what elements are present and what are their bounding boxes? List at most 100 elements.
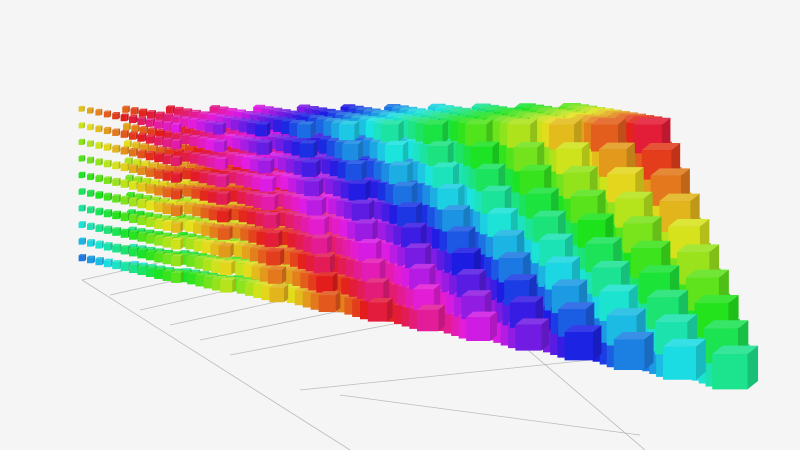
cube-mark[interactable] [120,228,131,238]
cube-mark[interactable] [103,159,112,168]
cube-mark[interactable] [95,141,103,149]
cube-mark[interactable] [309,215,329,235]
cube-mark[interactable] [348,179,371,201]
cube-mark[interactable] [163,113,174,123]
cube-mark[interactable] [316,272,338,293]
cube-mark[interactable] [267,266,287,284]
cube-mark[interactable] [515,318,550,351]
cube-mark[interactable] [129,246,140,257]
cube-mark[interactable] [255,121,271,137]
cube-mark[interactable] [123,122,131,131]
cube-mark[interactable] [216,191,231,205]
cube-mark[interactable] [87,173,95,181]
cube-mark[interactable] [103,192,112,201]
cube-mark[interactable] [78,204,86,212]
cube-mark[interactable] [87,156,94,164]
cube-mark[interactable] [120,195,130,205]
cube-mark[interactable] [87,222,95,230]
cube-mark[interactable] [409,263,436,290]
cube-mark[interactable] [112,243,122,253]
cube-mark[interactable] [95,240,104,249]
cube-mark[interactable] [87,239,95,247]
cube-mark[interactable] [145,118,156,127]
cube-mark[interactable] [95,125,103,133]
cube-mark[interactable] [78,254,87,262]
cube-mark[interactable] [256,139,273,155]
cube-mark[interactable] [137,133,147,142]
cube-mark[interactable] [95,257,104,266]
cube-mark[interactable] [393,181,418,206]
cube-mark[interactable] [112,177,121,186]
cube-mark[interactable] [155,111,165,121]
cube-mark[interactable] [131,124,140,133]
cube-mark[interactable] [112,144,121,153]
cube-mark[interactable] [259,175,277,192]
cube-mark[interactable] [120,179,130,188]
cube-mark[interactable] [442,205,470,232]
cube-mark[interactable] [171,139,182,150]
cube-mark[interactable] [465,119,493,146]
cube-mark[interactable] [381,120,404,143]
cube-mark[interactable] [120,113,129,122]
cube-mark[interactable] [358,238,382,262]
cube-mark[interactable] [78,188,86,195]
cube-mark[interactable] [437,183,465,210]
cube-mark[interactable] [217,225,233,240]
cube-mark[interactable] [123,140,132,148]
cube-mark[interactable] [129,115,138,124]
cube-mark[interactable] [220,277,236,293]
cube-mark[interactable] [103,143,112,151]
cube-mark[interactable] [712,345,759,390]
cube-mark[interactable] [78,171,86,179]
cube-mark[interactable] [215,174,230,188]
cube-mark[interactable] [112,111,120,120]
cube-mark[interactable] [78,221,86,229]
cube-mark[interactable] [129,131,138,140]
cube-mark[interactable] [171,237,184,250]
cube-mark[interactable] [213,139,227,153]
cube-mark[interactable] [299,140,318,158]
cube-mark[interactable] [87,140,94,147]
cube-mark[interactable] [456,269,487,298]
cube-mark[interactable] [103,110,112,118]
cube-mark[interactable] [351,199,375,221]
cube-mark[interactable] [466,311,498,341]
cube-mark[interactable] [87,255,95,264]
cube-mark[interactable] [137,116,147,125]
cube-mark[interactable] [139,125,149,135]
cube-mark[interactable] [112,210,122,220]
cube-mark[interactable] [120,245,131,255]
cube-mark[interactable] [264,230,283,247]
cube-mark[interactable] [129,230,139,240]
cube-mark[interactable] [112,227,122,236]
cube-mark[interactable] [663,338,706,380]
cube-mark[interactable] [493,230,525,260]
cube-mark[interactable] [385,140,409,164]
cube-mark[interactable] [154,119,164,129]
cube-mark[interactable] [355,219,378,241]
cube-mark[interactable] [112,128,121,136]
cube-mark[interactable] [476,163,506,192]
cube-mark[interactable] [95,174,103,183]
cube-mark[interactable] [171,122,182,133]
cube-mark[interactable] [301,159,321,177]
cube-mark[interactable] [78,105,85,112]
cube-mark[interactable] [417,304,445,332]
cube-mark[interactable] [154,136,165,146]
cube-mark[interactable] [137,165,147,176]
cube-mark[interactable] [171,270,184,283]
cube-mark[interactable] [120,261,131,272]
cube-mark[interactable] [318,291,341,312]
cube-mark[interactable] [304,177,324,197]
cube-mark[interactable] [129,147,138,157]
cube-mark[interactable] [103,126,112,135]
cube-mark[interactable] [171,204,183,217]
cube-mark[interactable] [95,108,103,116]
cube-mark[interactable] [95,158,103,166]
cube-mark[interactable] [145,151,156,161]
cube-mark[interactable] [137,182,148,192]
cube-mark[interactable] [129,164,139,174]
cube-mark[interactable] [306,196,327,216]
cube-mark[interactable] [120,146,130,155]
